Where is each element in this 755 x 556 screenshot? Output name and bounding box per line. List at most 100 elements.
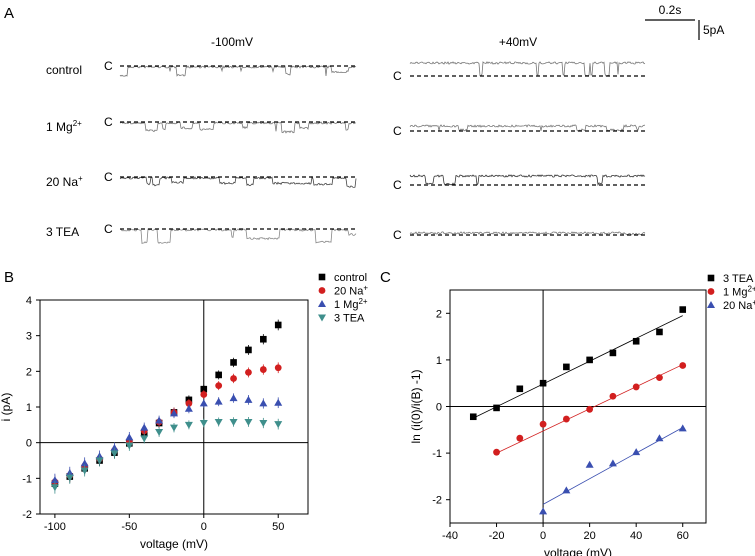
legend-label: control — [334, 272, 367, 284]
data-point — [679, 362, 687, 369]
data-point — [274, 321, 282, 329]
data-point — [469, 413, 477, 421]
y-axis-label: i (pA) — [0, 393, 13, 422]
current-scale-label: 5pA — [703, 23, 724, 37]
time-scale-label: 0.2s — [659, 3, 682, 17]
y-axis-label: ln (i(0)/i(B) -1) — [409, 369, 423, 443]
data-point — [608, 459, 617, 467]
x-tick-label: -50 — [121, 521, 137, 533]
legend-label: 1 Mg2+ — [334, 297, 368, 311]
data-point — [155, 428, 164, 436]
data-point — [200, 391, 208, 398]
data-point — [229, 418, 238, 426]
data-point — [259, 399, 268, 407]
data-point — [170, 424, 178, 432]
data-point — [110, 444, 119, 452]
legend-marker — [707, 288, 715, 295]
fit-line-0 — [473, 315, 683, 419]
closed-marker: C — [104, 170, 113, 184]
row-label-control: control — [46, 63, 82, 77]
legend-label: 1 Mg2+ — [723, 285, 755, 299]
closed-marker: C — [393, 124, 402, 138]
data-point — [516, 385, 524, 393]
legend-marker — [318, 287, 326, 294]
data-point — [245, 346, 252, 354]
legend-label: 3 TEA — [723, 273, 754, 285]
closed-marker: C — [393, 69, 402, 83]
data-point — [80, 467, 89, 475]
x-tick-label: 50 — [272, 521, 284, 533]
data-point — [679, 306, 687, 313]
y-tick-label: 2 — [26, 366, 32, 378]
legend-marker — [318, 300, 326, 307]
legend-label: 20 Na+ — [723, 298, 755, 312]
data-point — [632, 337, 640, 345]
data-point — [50, 476, 59, 484]
x-tick-label: 0 — [540, 530, 546, 542]
column-title-neg100: -100mV — [211, 35, 253, 49]
data-point — [609, 392, 617, 400]
data-point — [260, 335, 267, 343]
data-point — [110, 450, 119, 458]
data-point — [562, 486, 571, 494]
data-point — [563, 363, 570, 371]
y-tick-label: 0 — [26, 438, 32, 450]
y-tick-label: -1 — [432, 448, 442, 460]
legend-marker — [707, 274, 715, 282]
data-point — [586, 356, 593, 364]
data-point — [609, 349, 617, 357]
panel-b: B -100 -50 0 50 -2 -1 0 1 2 3 4 voltage (mV) i (pA) c… — [0, 269, 368, 551]
trace-pos40 — [409, 231, 646, 236]
y-tick-label: 4 — [26, 295, 32, 307]
data-point — [65, 474, 74, 482]
data-point — [170, 409, 178, 417]
data-point — [274, 364, 282, 372]
x-tick-label: -20 — [489, 530, 505, 542]
trace-pos40 — [409, 124, 646, 133]
data-point — [244, 418, 253, 426]
y-tick-label: 2 — [436, 308, 442, 320]
data-point — [586, 405, 594, 413]
data-point — [229, 394, 238, 402]
data-point — [655, 434, 664, 442]
y-tick-label: -2 — [432, 495, 442, 507]
data-point — [184, 404, 193, 412]
panel-a: A -100mV +40mV 0.2s 5pA control 1 Mg2+ 2… — [4, 3, 724, 244]
y-tick-label: -2 — [22, 509, 32, 521]
row-label-tea: 3 TEA — [46, 225, 79, 239]
data-point — [274, 398, 283, 406]
closed-marker: C — [393, 178, 402, 192]
closed-marker: C — [104, 222, 113, 236]
trace-neg100 — [119, 176, 357, 188]
closed-marker: C — [393, 228, 402, 242]
data-point — [185, 400, 193, 407]
data-point — [632, 448, 641, 456]
x-tick-label: 0 — [201, 521, 207, 533]
legend-label: 3 TEA — [334, 313, 365, 325]
trace-pos40 — [409, 174, 646, 186]
data-point — [259, 420, 268, 428]
y-tick-label: 3 — [26, 331, 32, 343]
panel-a-label: A — [4, 5, 14, 22]
x-tick-label: -40 — [442, 530, 458, 542]
row-label-mg: 1 Mg2+ — [46, 119, 82, 134]
data-point — [539, 420, 547, 428]
x-tick-label: 60 — [677, 530, 689, 542]
panel-c: C -40 -20 0 20 40 60 -2 -1 0 1 2 voltage (mV) ln (i(… — [380, 269, 755, 556]
data-point — [656, 374, 663, 382]
channel-traces: C C C C C C C C — [104, 59, 646, 244]
x-tick-label: 40 — [630, 530, 642, 542]
data-point — [245, 369, 252, 376]
trace-neg100 — [119, 64, 357, 77]
legend-label: 20 Na+ — [334, 284, 368, 298]
data-point — [516, 434, 524, 442]
panel-c-label: C — [380, 269, 391, 286]
data-point — [214, 418, 223, 426]
data-point — [585, 460, 594, 468]
column-title-pos40: +40mV — [499, 35, 537, 49]
data-point — [562, 415, 570, 423]
data-point — [493, 404, 500, 412]
data-point — [80, 459, 89, 467]
data-point — [140, 423, 149, 431]
data-point — [539, 507, 548, 515]
